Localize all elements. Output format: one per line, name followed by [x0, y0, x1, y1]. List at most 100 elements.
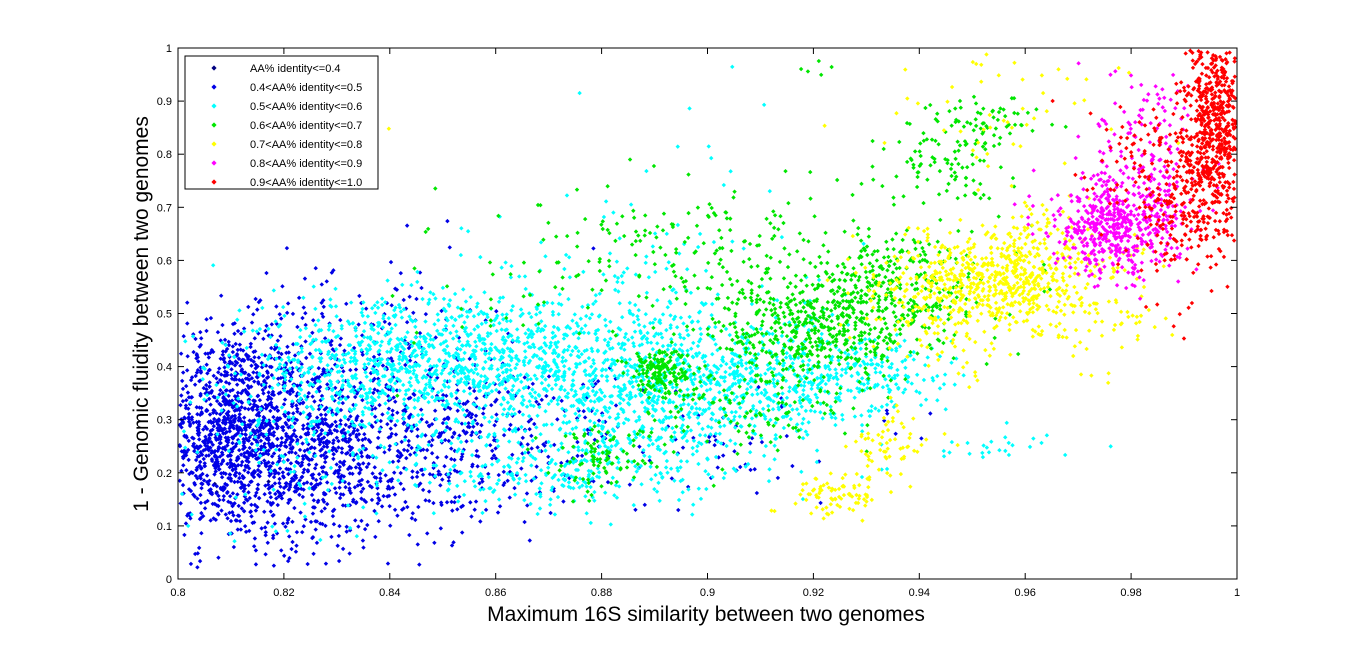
- data-point: [399, 439, 404, 445]
- data-point: [346, 439, 351, 445]
- data-point: [286, 417, 291, 423]
- data-point: [259, 526, 264, 531]
- data-point: [561, 499, 566, 504]
- data-point: [403, 428, 409, 433]
- data-point: [491, 453, 497, 458]
- data-point: [264, 369, 270, 374]
- data-point: [336, 474, 341, 479]
- data-point: [233, 466, 238, 472]
- data-point: [415, 470, 420, 475]
- data-point: [266, 479, 271, 484]
- data-point: [254, 407, 260, 412]
- data-point: [304, 426, 310, 431]
- data-point: [186, 447, 191, 453]
- data-point: [255, 482, 261, 487]
- data-point: [288, 461, 294, 466]
- data-point: [183, 403, 189, 408]
- data-point: [486, 471, 491, 477]
- data-point: [228, 457, 233, 463]
- data-point: [569, 387, 574, 392]
- data-point: [284, 466, 289, 472]
- data-point: [233, 341, 238, 347]
- data-point: [252, 536, 258, 541]
- data-point: [249, 441, 255, 447]
- data-point: [350, 430, 356, 436]
- data-point: [508, 422, 513, 428]
- data-point: [369, 497, 375, 503]
- data-point: [269, 454, 275, 459]
- data-point: [238, 419, 244, 424]
- data-point: [385, 329, 390, 335]
- data-point: [759, 439, 765, 445]
- data-point: [241, 488, 246, 494]
- data-point: [251, 520, 257, 525]
- data-point: [278, 333, 283, 339]
- data-point: [323, 470, 329, 476]
- data-point: [246, 438, 251, 443]
- data-point: [312, 466, 318, 471]
- data-point: [330, 513, 336, 519]
- data-point: [337, 464, 342, 470]
- data-point: [229, 372, 234, 378]
- data-point: [383, 300, 388, 305]
- data-point: [420, 487, 426, 493]
- data-point: [217, 454, 223, 459]
- data-point: [268, 464, 273, 469]
- data-point: [397, 455, 403, 460]
- data-point: [232, 472, 237, 478]
- data-point: [475, 421, 480, 427]
- data-point: [218, 356, 223, 361]
- data-point: [248, 450, 253, 456]
- data-point: [248, 394, 254, 399]
- data-point: [284, 422, 289, 427]
- data-point: [387, 503, 392, 509]
- data-point: [401, 447, 407, 453]
- data-point: [359, 418, 365, 424]
- data-point: [235, 479, 240, 484]
- data-point: [361, 329, 367, 334]
- data-point: [382, 450, 387, 455]
- data-point: [295, 486, 300, 492]
- data-point: [228, 418, 233, 424]
- data-point: [362, 362, 367, 367]
- data-point: [319, 282, 324, 287]
- data-point: [253, 562, 259, 567]
- data-point: [495, 510, 501, 515]
- data-point: [264, 461, 269, 466]
- data-point: [748, 467, 753, 473]
- data-point: [375, 445, 380, 450]
- data-point: [229, 367, 234, 372]
- data-point: [440, 420, 446, 426]
- data-point: [414, 422, 419, 428]
- data-point: [242, 523, 248, 529]
- data-point: [627, 482, 633, 487]
- data-point: [352, 349, 358, 354]
- data-point: [388, 523, 393, 528]
- data-point: [287, 391, 293, 397]
- data-point: [429, 443, 434, 448]
- data-point: [271, 288, 276, 293]
- data-point: [444, 500, 450, 505]
- data-point: [271, 533, 276, 538]
- data-point: [219, 471, 224, 476]
- data-point: [180, 398, 186, 404]
- data-point: [637, 444, 642, 449]
- data-point: [256, 355, 262, 360]
- data-point: [286, 497, 292, 503]
- data-point: [231, 513, 236, 518]
- data-point: [338, 418, 343, 423]
- data-point: [228, 462, 234, 468]
- data-point: [196, 545, 202, 551]
- data-point: [436, 318, 441, 323]
- data-point: [387, 486, 393, 491]
- data-point: [294, 543, 299, 548]
- data-point: [273, 342, 279, 348]
- data-point: [180, 482, 186, 488]
- data-point: [574, 416, 580, 421]
- data-point: [211, 482, 216, 488]
- data-point: [713, 438, 719, 443]
- data-point: [283, 481, 289, 486]
- data-point: [185, 390, 191, 395]
- data-point: [321, 464, 326, 470]
- data-point: [417, 330, 423, 336]
